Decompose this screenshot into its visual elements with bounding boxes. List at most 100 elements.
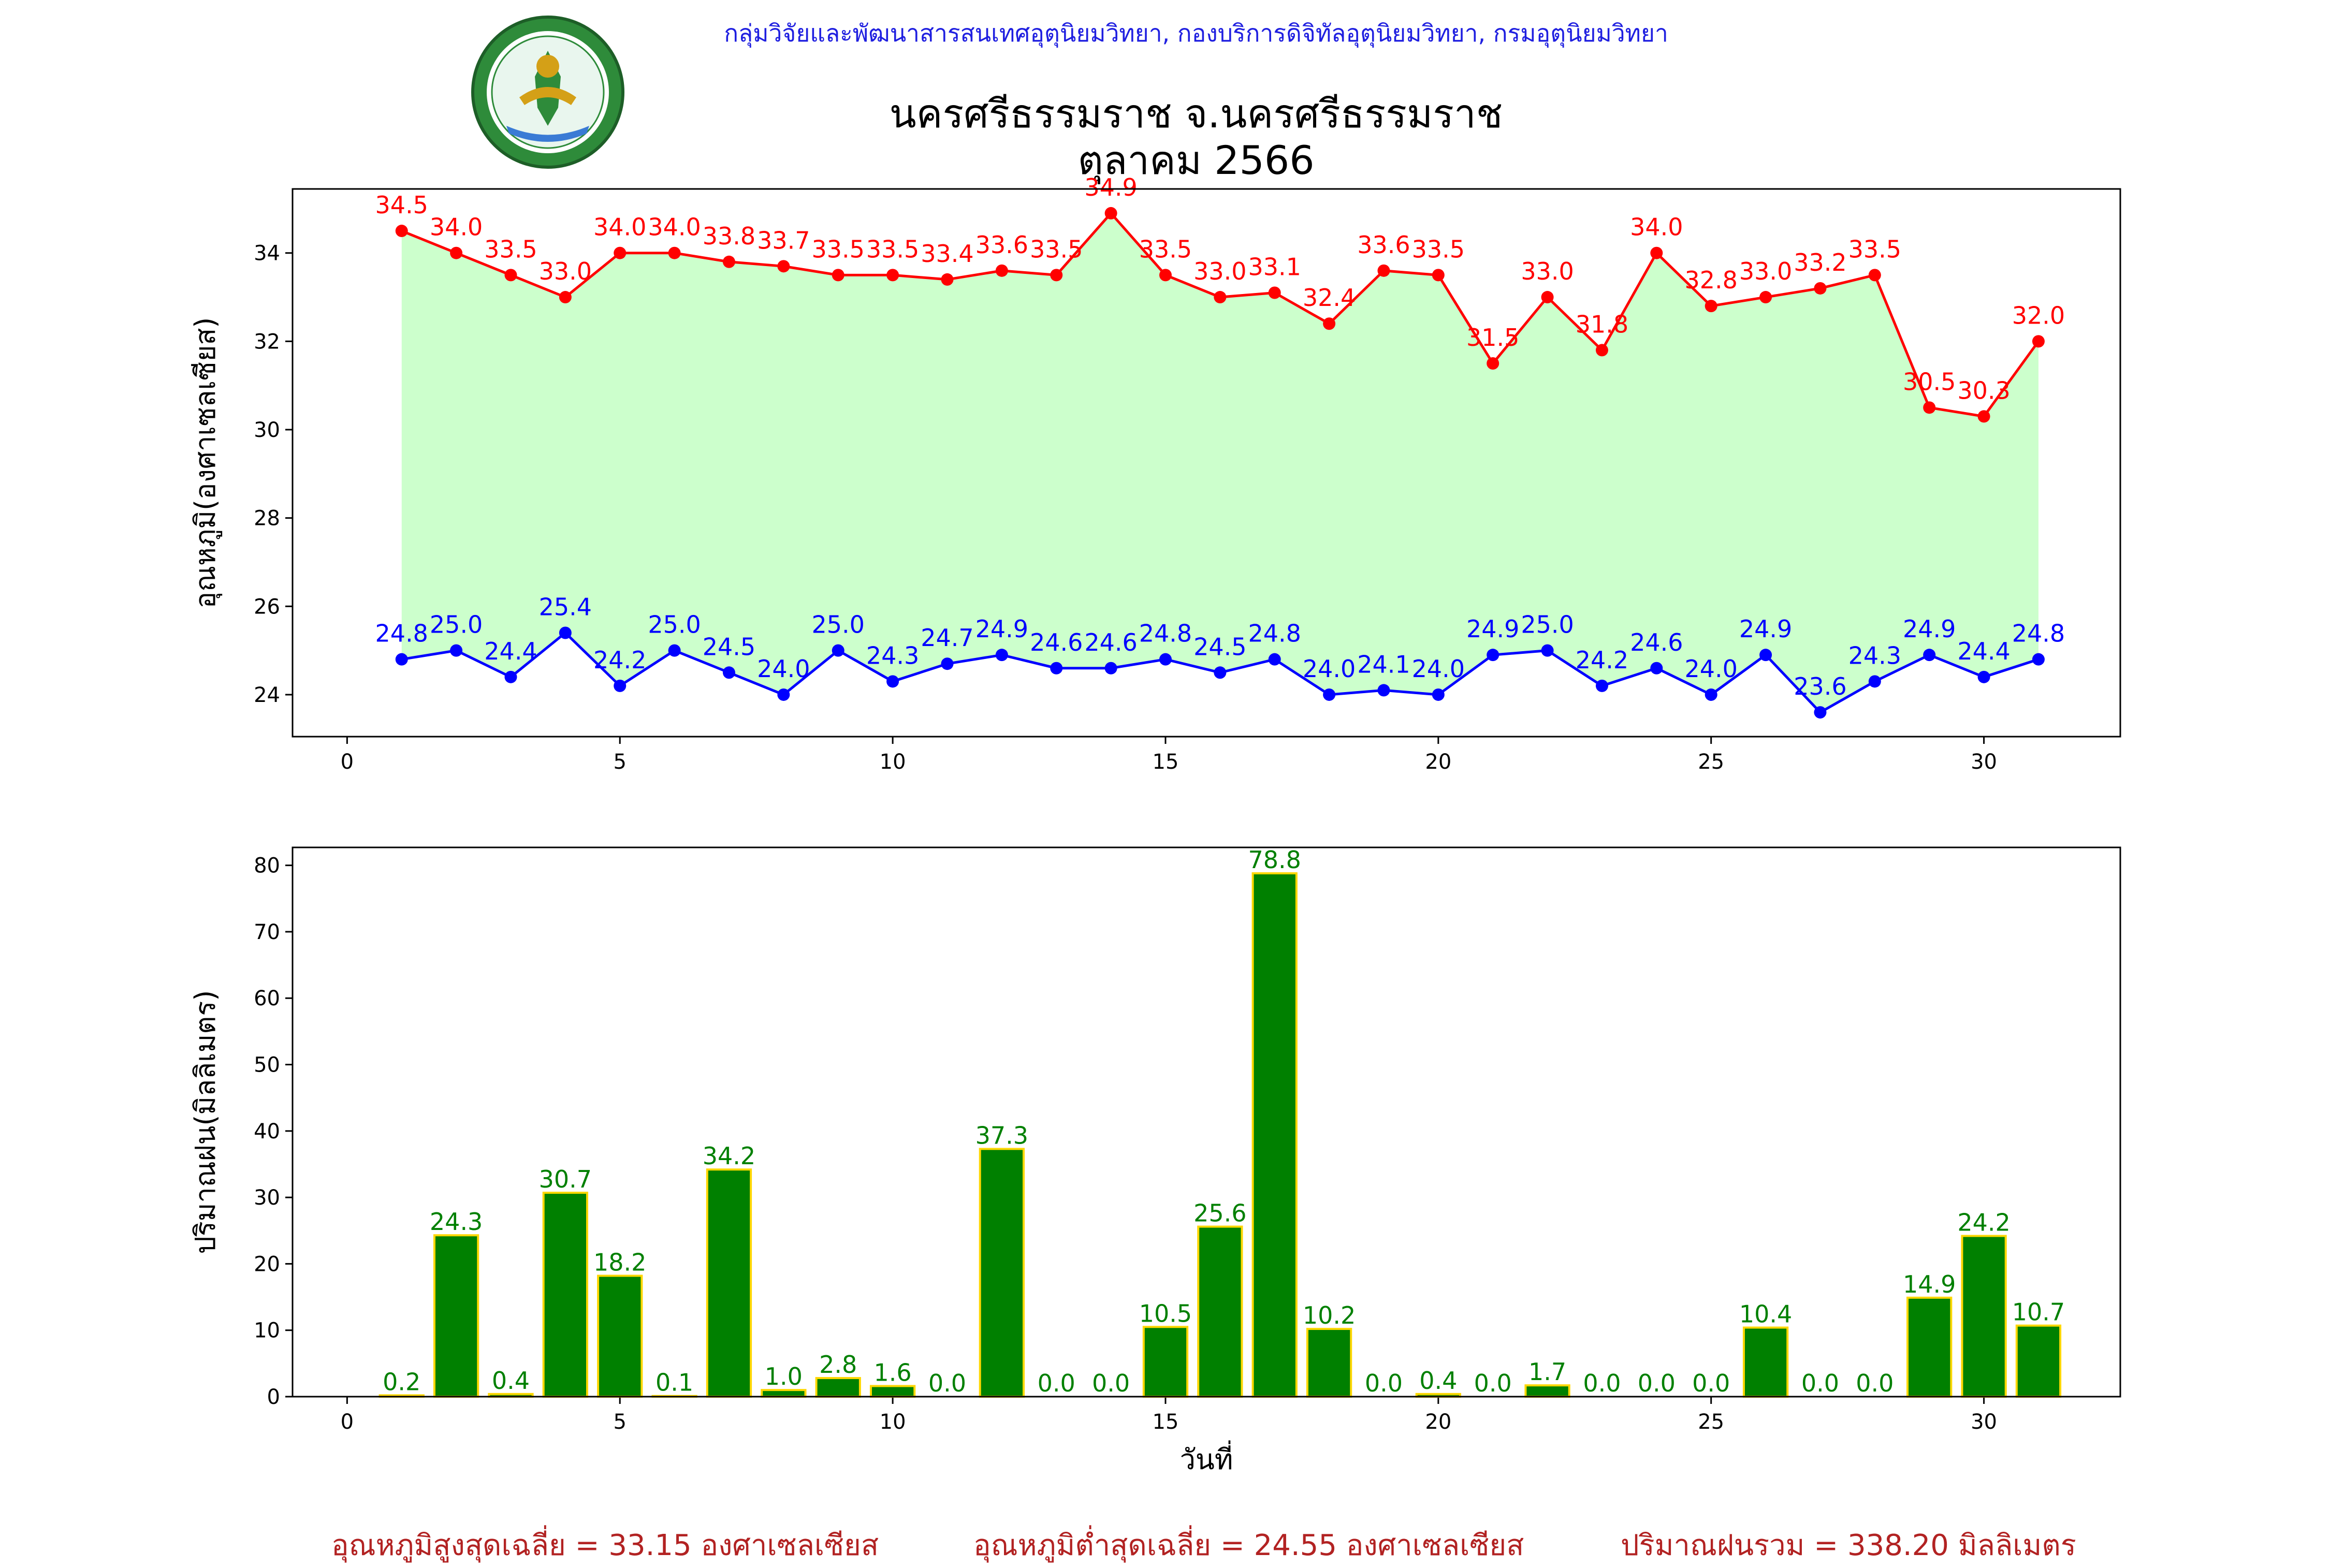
y-tick-label: 32 (254, 330, 280, 354)
max-temp-data-label: 33.5 (484, 235, 537, 263)
min-temp-data-label: 25.4 (539, 593, 592, 621)
max-temp-data-label: 33.7 (757, 226, 810, 254)
y-tick-label: 10 (254, 1319, 280, 1343)
max-temp-data-label: 33.2 (1794, 248, 1846, 276)
x-tick-label: 5 (614, 1410, 627, 1434)
y-tick-label: 28 (254, 507, 280, 531)
rain-data-label: 18.2 (593, 1249, 646, 1277)
rain-data-label: 0.0 (1092, 1369, 1130, 1397)
rain-bar (2015, 1324, 2062, 1398)
min-temp-data-label: 24.4 (1957, 637, 2010, 665)
rainfall-plot-frame (292, 846, 2121, 1398)
max-temp-data-label: 34.0 (648, 213, 701, 241)
rain-bar (979, 1148, 1025, 1398)
min-temp-point (1705, 688, 1717, 701)
rainfall-chart: 0 5 10 15 20 25 30 0 10 20 30 40 50 60 70 80 ปริมาณฝน(มิ… (189, 846, 2121, 1476)
rain-data-label: 24.2 (1957, 1209, 2010, 1237)
min-temp-point (1541, 644, 1554, 657)
max-temp-data-label: 32.8 (1684, 266, 1737, 294)
rain-data-label: 0.0 (928, 1369, 966, 1397)
y-axis-label: อุณหภูมิ(องศาเซลเซียส) (189, 317, 223, 609)
min-temp-point (504, 670, 517, 683)
x-tick-label: 5 (614, 750, 627, 774)
x-tick-label: 25 (1698, 750, 1724, 774)
max-temp-point (941, 273, 954, 286)
max-temp-point (1705, 300, 1717, 313)
y-tick-label: 80 (254, 854, 280, 878)
max-temp-point (777, 260, 790, 273)
min-temp-data-label: 24.5 (703, 633, 755, 661)
max-temp-point (1377, 264, 1390, 277)
temperature-chart: 0 5 10 15 20 25 30 24 26 28 30 32 34 อุณหภูมิ(องศาเซล… (189, 173, 2121, 774)
rain-bar (706, 1168, 752, 1398)
min-temp-point (1159, 653, 1172, 666)
rain-data-label: 0.0 (1801, 1369, 1839, 1397)
max-temp-point (1487, 357, 1499, 370)
max-temp-data-label: 33.0 (539, 257, 592, 285)
max-temp-point (1214, 291, 1227, 304)
max-temp-point (668, 246, 681, 259)
max-temp-data-label: 33.6 (975, 231, 1028, 259)
rain-bar (597, 1274, 643, 1398)
min-temp-data-label: 24.5 (1193, 633, 1246, 661)
min-temp-data-label: 25.0 (648, 611, 701, 639)
min-temp-point (832, 644, 844, 657)
y-tick-label: 70 (254, 920, 280, 944)
min-temp-data-label: 25.0 (1521, 611, 1574, 639)
rain-bar (1251, 872, 1298, 1398)
max-temp-data-label: 33.6 (1357, 231, 1410, 259)
rain-data-label: 1.0 (765, 1362, 803, 1390)
min-temp-point (450, 644, 463, 657)
min-temp-data-label: 24.8 (1248, 620, 1301, 648)
x-tick-label: 30 (1971, 750, 1997, 774)
min-temp-point (886, 675, 899, 688)
max-temp-data-label: 33.5 (812, 235, 865, 263)
y-tick-label: 50 (254, 1053, 280, 1077)
rain-data-label: 37.3 (975, 1121, 1028, 1149)
max-temp-data-label: 33.0 (1193, 257, 1246, 285)
min-temp-data-label: 24.3 (866, 641, 919, 669)
max-temp-data-label: 30.5 (1903, 368, 1956, 395)
rain-data-label: 10.5 (1139, 1299, 1192, 1327)
rain-bar (1906, 1296, 1953, 1398)
min-temp-data-label: 24.7 (921, 624, 973, 652)
min-temp-data-label: 24.6 (1030, 628, 1083, 656)
max-temp-point (1104, 207, 1117, 219)
rain-data-label: 78.8 (1248, 846, 1301, 874)
min-temp-point (1759, 649, 1772, 662)
min-temp-data-label: 24.1 (1357, 650, 1410, 678)
min-temp-point (1050, 662, 1063, 675)
max-temp-point (1268, 286, 1281, 299)
max-temp-point (504, 269, 517, 282)
max-temp-point (1159, 269, 1172, 282)
x-tick-label: 0 (341, 1410, 354, 1434)
max-temp-data-label: 33.1 (1248, 253, 1301, 281)
rain-data-label: 14.9 (1903, 1270, 1956, 1298)
max-temp-data-label: 33.0 (1739, 257, 1792, 285)
min-temp-point (941, 657, 954, 670)
min-temp-point (1487, 649, 1499, 662)
rain-data-label: 0.0 (1583, 1369, 1621, 1397)
min-temp-point (1214, 666, 1227, 679)
y-tick-label: 40 (254, 1120, 280, 1144)
min-temp-point (614, 679, 627, 692)
x-tick-label: 20 (1425, 750, 1451, 774)
rain-data-label: 24.3 (430, 1208, 483, 1236)
x-tick-label: 20 (1425, 1410, 1451, 1434)
max-temp-data-label: 30.3 (1957, 376, 2010, 404)
max-temp-point (450, 246, 463, 259)
max-temp-data-label: 31.8 (1576, 310, 1628, 338)
min-temp-point (1650, 662, 1663, 675)
y-tick-label: 60 (254, 987, 280, 1010)
max-temp-point (1814, 282, 1827, 295)
rain-bar (1524, 1384, 1570, 1398)
min-temp-point (1595, 679, 1608, 692)
x-tick-label: 10 (880, 750, 906, 774)
max-temp-point (614, 246, 627, 259)
max-temp-data-label: 34.0 (430, 213, 483, 241)
max-temp-data-label: 32.4 (1303, 284, 1356, 312)
rain-data-label: 1.7 (1528, 1358, 1566, 1386)
x-tick-label: 10 (880, 1410, 906, 1434)
min-temp-point (559, 626, 572, 639)
rain-bar (1197, 1225, 1243, 1398)
